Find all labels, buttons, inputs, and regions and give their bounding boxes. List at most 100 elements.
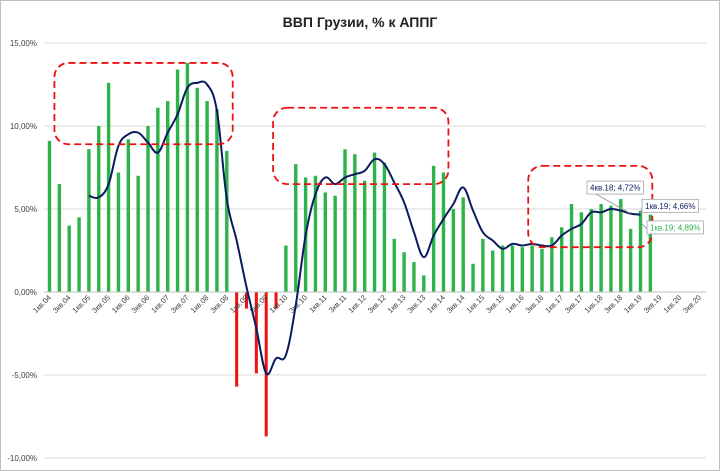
bar [235,292,239,387]
x-tick-label: 1кв.18 [583,293,605,315]
annotation-1kv19-bar: 1кв.19; 4,89% [646,220,704,235]
bar [382,162,387,292]
x-tick-label: 1кв.15 [464,293,486,315]
x-tick-label: 1кв.14 [425,293,447,315]
bar [333,195,337,292]
bar [402,252,406,292]
bar [579,212,584,292]
y-tick-label: 15,00% [10,39,37,48]
bar [106,82,111,292]
annotation-4kv18: 4кв.18; 4,72% [586,180,644,195]
x-tick-label: 1кв.12 [346,293,368,315]
bar [461,197,465,292]
x-tick-label: 3кв.05 [90,293,112,315]
bar [175,69,180,292]
bar [431,165,436,292]
y-tick-label: 0,00% [14,288,37,297]
x-tick-label: 3кв.17 [563,293,585,315]
bar [274,292,278,309]
bar [363,180,367,292]
bar [540,248,544,292]
bar [510,245,515,292]
bar [225,150,229,292]
bar [599,204,603,292]
bar [294,164,298,292]
bar [264,292,268,437]
bar [589,209,593,292]
bar [441,172,446,292]
x-tick-label: 1кв.19 [622,293,644,315]
bar [284,245,288,292]
annotations: 4кв.18; 4,72% 1кв.19; 4,66% 1кв.19; 4,89% [586,180,704,235]
gridlines [44,42,706,459]
bar [185,62,190,292]
bar [500,245,505,292]
bar [353,154,357,292]
bar [412,262,416,292]
x-tick-label: 3кв.12 [366,293,388,315]
y-tick-label: -10,00% [7,454,37,463]
bar [97,126,101,292]
bar [530,245,534,292]
bar [471,263,475,292]
line-series [88,80,641,376]
x-tick-label: 1кв.08 [189,293,211,315]
x-tick-label: 3кв.20 [681,293,703,315]
x-axis-ticks: 1кв.043кв.041кв.053кв.051кв.063кв.061кв.… [31,293,703,315]
x-tick-label: 1кв.10 [267,293,289,315]
x-tick-label: 3кв.14 [445,293,467,315]
bar [422,275,426,292]
svg-text:4кв.18; 4,72%: 4кв.18; 4,72% [590,184,640,193]
y-axis-ticks: 15,00% 10,00% 5,00% 0,00% -5,00% -10,00% [7,39,37,463]
svg-text:1кв.19; 4,89%: 1кв.19; 4,89% [650,223,700,232]
bar [481,238,485,292]
x-tick-label: 3кв.18 [602,293,624,315]
bar [136,175,140,292]
bar [245,292,248,309]
bar [343,149,347,292]
x-tick-label: 1кв.17 [543,293,565,315]
highlight-box [53,62,234,146]
bar [491,250,495,292]
bar [313,175,318,292]
annotation-1kv19-line: 1кв.19; 4,66% [641,198,699,213]
bar [47,140,52,292]
y-tick-label: 5,00% [14,205,37,214]
bar [57,184,62,292]
bar [372,152,377,292]
bar [560,227,564,292]
x-tick-label: 3кв.11 [327,293,348,314]
bar [156,107,160,293]
x-tick-label: 1кв.16 [504,293,526,315]
bar [550,237,554,292]
bar [126,139,130,292]
svg-text:1кв.19; 4,66%: 1кв.19; 4,66% [645,202,695,211]
x-tick-label: 1кв.20 [661,293,683,315]
x-tick-label: 1кв.07 [149,293,171,315]
bar [619,199,623,292]
bar [628,228,633,292]
bar [520,247,524,292]
bar [392,238,396,292]
bar [451,209,456,292]
bar [323,192,327,292]
trend-line [88,80,641,376]
chart-title: ВВП Грузии, % к АППГ [283,14,438,30]
bar [166,101,170,292]
x-tick-label: 3кв.08 [208,293,230,315]
x-tick-label: 3кв.04 [51,293,73,315]
bar [638,210,643,292]
bar [195,87,199,292]
bar [609,205,613,292]
highlight-box [272,106,450,185]
x-tick-label: 3кв.07 [169,293,191,315]
bar [77,217,81,292]
bar [215,109,219,293]
bar [116,172,121,292]
x-tick-label: 3кв.19 [642,293,664,315]
x-tick-label: 1кв.06 [110,293,132,315]
x-tick-label: 3кв.13 [405,293,427,315]
x-tick-label: 3кв.15 [484,293,506,315]
bar [67,225,71,292]
x-tick-label: 1кв.13 [386,293,408,315]
